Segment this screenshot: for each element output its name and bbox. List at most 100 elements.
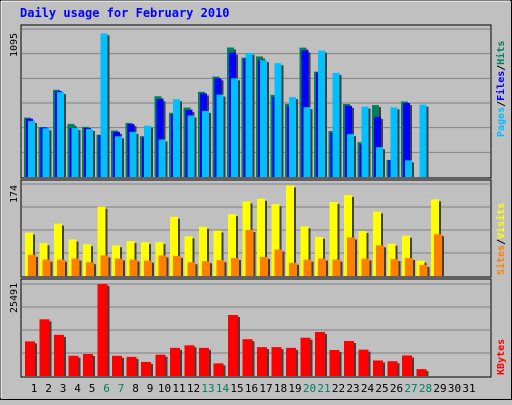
visits-bar-day-21-shadow bbox=[323, 238, 325, 276]
bottom-panel-bars bbox=[25, 284, 429, 376]
day-label-30: 30 bbox=[448, 382, 461, 395]
day-label-10: 10 bbox=[158, 382, 171, 395]
legend-sites: Sites bbox=[495, 245, 507, 275]
pages-bar-day-13 bbox=[202, 110, 209, 177]
kbytes-bar-day-7 bbox=[112, 355, 122, 376]
day-label-31: 31 bbox=[462, 382, 475, 395]
kbytes-bar-day-10-shadow bbox=[165, 356, 168, 376]
pages-bar-day-23 bbox=[347, 134, 354, 177]
pages-bar-day-26-shadow bbox=[397, 109, 400, 177]
visits-bar-day-3 bbox=[54, 223, 62, 276]
sites-bar-day-7 bbox=[115, 258, 123, 276]
pages-bar-day-12 bbox=[187, 115, 195, 177]
pages-bar-day-19 bbox=[289, 97, 296, 177]
day-label-18: 18 bbox=[274, 382, 287, 395]
sites-bar-day-2-shadow bbox=[50, 261, 53, 276]
visits-bar-day-22-shadow bbox=[337, 203, 340, 276]
sites-bar-day-8-shadow bbox=[137, 261, 140, 276]
day-label-24: 24 bbox=[361, 382, 375, 395]
legend-files: Files bbox=[495, 71, 507, 101]
kbytes-bar-day-12 bbox=[184, 345, 195, 376]
kbytes-bar-day-19 bbox=[286, 347, 296, 376]
sites-bar-day-27 bbox=[405, 258, 413, 276]
legend-separator-2: / bbox=[496, 65, 507, 71]
sites-bar-day-5-shadow bbox=[94, 264, 96, 276]
sites-bar-day-22-shadow bbox=[340, 261, 343, 276]
day-label-6: 6 bbox=[103, 382, 110, 395]
top-panel-bars bbox=[24, 33, 429, 178]
sites-bar-day-14 bbox=[216, 260, 225, 276]
sites-bar-day-4-shadow bbox=[79, 260, 82, 276]
kbytes-bar-day-8 bbox=[126, 356, 137, 376]
legend-hits: Hits bbox=[495, 41, 507, 65]
day-label-16: 16 bbox=[245, 382, 258, 395]
files-bar-day-10-shadow bbox=[163, 101, 166, 177]
kbytes-bar-day-3-shadow bbox=[64, 336, 66, 376]
day-label-15: 15 bbox=[230, 382, 243, 395]
pages-bar-day-28-shadow bbox=[426, 106, 429, 177]
kbytes-bar-day-25-shadow bbox=[383, 362, 385, 376]
sites-bar-day-11 bbox=[173, 255, 181, 276]
kbytes-bar-day-27 bbox=[402, 355, 412, 376]
top-panel-legend: Pages/Files/Hits bbox=[495, 41, 507, 137]
kbytes-bar-day-26 bbox=[387, 361, 398, 376]
kbytes-bar-day-1-shadow bbox=[35, 343, 37, 376]
pages-bar-day-18-shadow bbox=[281, 65, 284, 177]
pages-bar-day-22 bbox=[332, 72, 340, 177]
sites-bar-day-29 bbox=[434, 234, 442, 276]
visits-bar-day-25-shadow bbox=[381, 213, 383, 276]
visits-bar-day-27 bbox=[402, 235, 410, 276]
pages-bar-day-7 bbox=[115, 136, 122, 177]
sites-bar-day-25 bbox=[376, 245, 384, 276]
legend-pages: Pages bbox=[496, 107, 507, 137]
sites-bar-day-18 bbox=[274, 249, 283, 276]
files-bar-day-27 bbox=[403, 103, 410, 177]
legend-visits: Visits bbox=[495, 203, 507, 239]
sites-bar-day-12-shadow bbox=[195, 264, 198, 276]
pages-bar-day-22-shadow bbox=[339, 74, 342, 177]
kbytes-bar-day-19-shadow bbox=[296, 349, 298, 376]
visits-bar-day-17 bbox=[257, 198, 265, 276]
pages-bar-day-24 bbox=[361, 106, 369, 177]
visits-bar-day-19-shadow bbox=[294, 187, 296, 276]
visits-bar-day-3-shadow bbox=[62, 225, 64, 276]
visits-bar-day-12 bbox=[184, 236, 193, 276]
pages-bar-day-23-shadow bbox=[354, 136, 356, 177]
middle-panel-bars bbox=[25, 185, 444, 276]
sites-bar-day-1-shadow bbox=[36, 256, 38, 276]
pages-bar-day-9 bbox=[144, 125, 151, 177]
kbytes-bar-day-26-shadow bbox=[397, 363, 400, 376]
day-label-11: 11 bbox=[172, 382, 185, 395]
day-label-8: 8 bbox=[132, 382, 139, 395]
kbytes-bar-day-13 bbox=[199, 347, 209, 376]
sites-bar-day-3 bbox=[57, 259, 65, 276]
kbytes-bar-day-27-shadow bbox=[412, 357, 414, 376]
pages-bar-day-27-shadow bbox=[412, 162, 414, 177]
kbytes-bar-day-7-shadow bbox=[122, 357, 124, 376]
sites-bar-day-24-shadow bbox=[369, 260, 372, 276]
pages-bar-day-4-shadow bbox=[78, 130, 81, 177]
pages-bar-day-2-shadow bbox=[49, 130, 52, 177]
pages-bar-day-5-shadow bbox=[93, 131, 95, 177]
kbytes-bar-day-14-shadow bbox=[223, 365, 226, 376]
day-label-28: 28 bbox=[419, 382, 432, 395]
sites-bar-day-17-shadow bbox=[268, 258, 270, 276]
kbytes-bar-day-15 bbox=[228, 315, 238, 376]
kbytes-bar-day-17-shadow bbox=[267, 349, 269, 376]
sites-bar-day-20 bbox=[303, 259, 312, 276]
pages-bar-day-9-shadow bbox=[151, 127, 153, 177]
kbytes-bar-day-20 bbox=[300, 337, 311, 376]
day-label-3: 3 bbox=[60, 382, 67, 395]
pages-bar-day-24-shadow bbox=[368, 108, 371, 177]
day-label-12: 12 bbox=[187, 382, 200, 395]
sites-bar-day-7-shadow bbox=[123, 260, 125, 276]
visits-bar-day-27-shadow bbox=[410, 237, 412, 276]
sites-bar-day-26-shadow bbox=[398, 261, 401, 276]
kbytes-bar-day-2-shadow bbox=[49, 321, 52, 376]
sites-bar-day-23-shadow bbox=[355, 239, 357, 276]
files-bar-day-25 bbox=[374, 116, 381, 177]
sites-bar-day-2 bbox=[42, 259, 51, 276]
sites-bar-day-16-shadow bbox=[253, 232, 256, 276]
sites-bar-day-22 bbox=[332, 259, 341, 276]
